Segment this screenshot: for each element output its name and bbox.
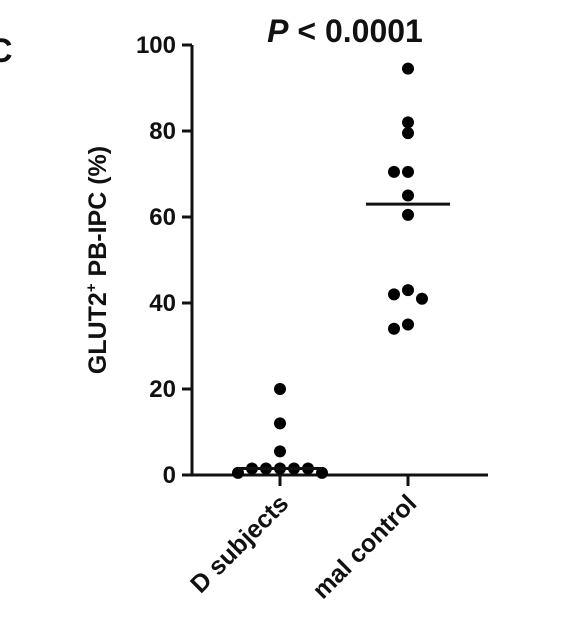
mean-lines [238,202,450,471]
data-point [402,127,414,140]
y-axis-label-sup: + [83,283,100,292]
title-p: P [267,13,289,49]
y-axis-label-rest: PB-IPC (%) [84,146,112,284]
y-axis-label: GLUT2+ PB-IPC (%) [83,146,112,374]
data-point [402,318,414,331]
data-point [402,284,414,297]
x-ticks [278,475,410,486]
data-points [232,62,428,479]
data-point [388,288,400,301]
data-point [274,383,286,395]
data-point [274,417,286,430]
data-point [416,292,428,305]
y-tick-label: 20 [149,376,176,403]
y-ticks: 0 20 40 60 80 100 [136,32,192,489]
data-point [402,116,414,129]
panel-letter: C [0,32,13,70]
data-point [274,445,286,458]
category-label: mal control [307,489,422,604]
y-tick-label: 100 [136,32,176,59]
y-tick-label: 60 [149,204,176,231]
y-tick-label: 80 [149,118,176,145]
data-point [388,322,400,335]
category-labels: D subjects mal control [185,489,422,604]
category-label: D subjects [185,489,294,598]
y-tick-label: 40 [149,290,176,317]
data-point [402,165,414,178]
y-axis-label-main: GLUT2 [84,292,112,374]
data-point [402,62,414,75]
y-tick-label: 0 [163,462,176,489]
data-point [402,208,414,221]
data-point [388,165,400,178]
title-rest: < 0.0001 [289,13,423,49]
data-point [402,189,414,202]
chart-title: P < 0.0001 [267,13,423,49]
